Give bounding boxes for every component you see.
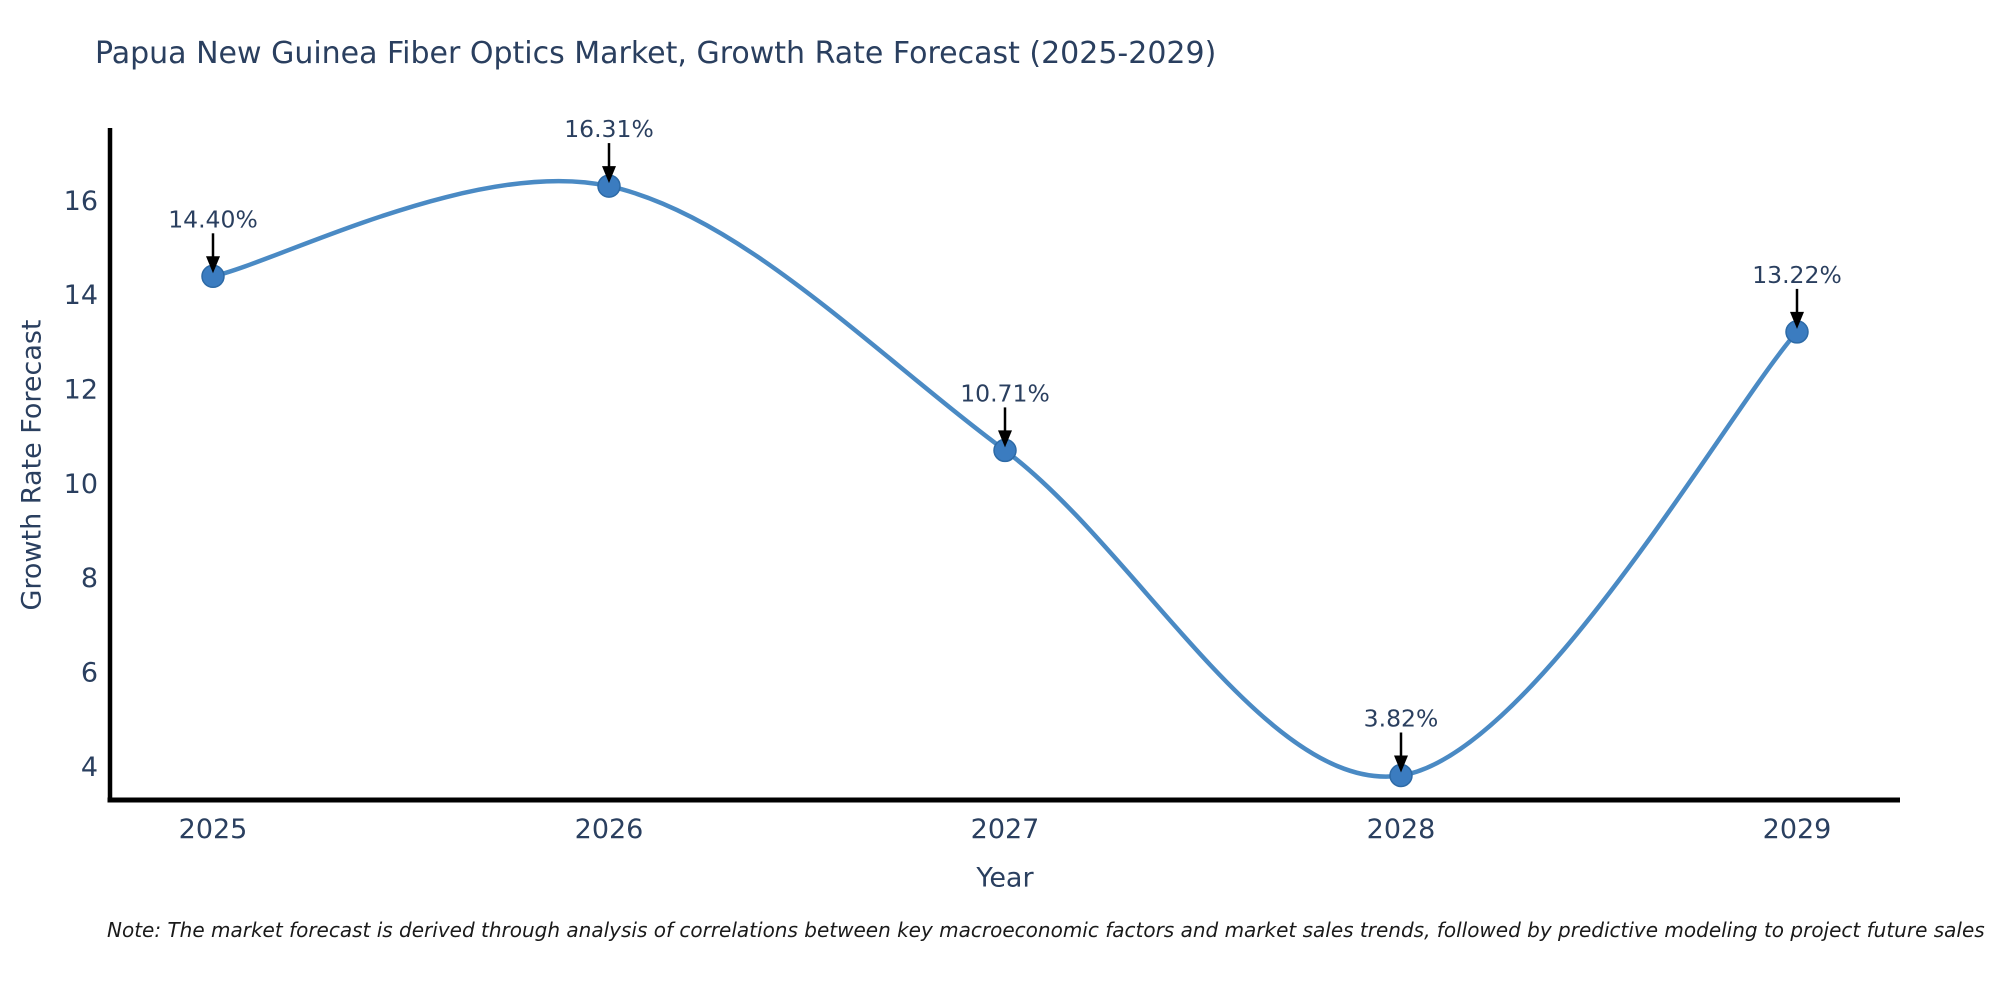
annotation-arrowhead xyxy=(998,430,1012,448)
plot-area[interactable] xyxy=(110,130,1900,800)
chart-title: Papua New Guinea Fiber Optics Market, Gr… xyxy=(95,36,1217,71)
x-tick-label: 2027 xyxy=(971,814,1040,845)
annotation-arrowhead xyxy=(602,166,616,184)
x-tick-label: 2028 xyxy=(1367,814,1436,845)
y-axis-title: Growth Rate Forecast xyxy=(16,319,48,611)
footnote: Note: The market forecast is derived thr… xyxy=(107,918,1985,942)
point-label: 10.71% xyxy=(960,379,1050,407)
x-tick-label: 2029 xyxy=(1763,814,1832,845)
y-tick-label: 6 xyxy=(81,658,98,689)
series-line xyxy=(210,178,1800,779)
point-label: 3.82% xyxy=(1364,705,1439,733)
x-tick-label: 2026 xyxy=(575,814,644,845)
y-tick-label: 8 xyxy=(81,563,98,594)
x-tick-label: 2025 xyxy=(179,814,248,845)
point-label: 14.40% xyxy=(168,205,258,233)
y-tick-label: 16 xyxy=(64,186,98,217)
y-tick-label: 14 xyxy=(64,280,98,311)
x-axis-title: Year xyxy=(976,862,1034,894)
y-tick-label: 10 xyxy=(64,469,98,500)
annotation-arrowhead xyxy=(1394,755,1408,773)
point-label: 16.31% xyxy=(564,115,654,143)
annotation-arrowhead xyxy=(206,256,220,274)
y-tick-label: 4 xyxy=(81,752,98,783)
annotation-arrowhead xyxy=(1790,311,1804,329)
point-label: 13.22% xyxy=(1752,261,1842,289)
y-tick-label: 12 xyxy=(64,375,98,406)
